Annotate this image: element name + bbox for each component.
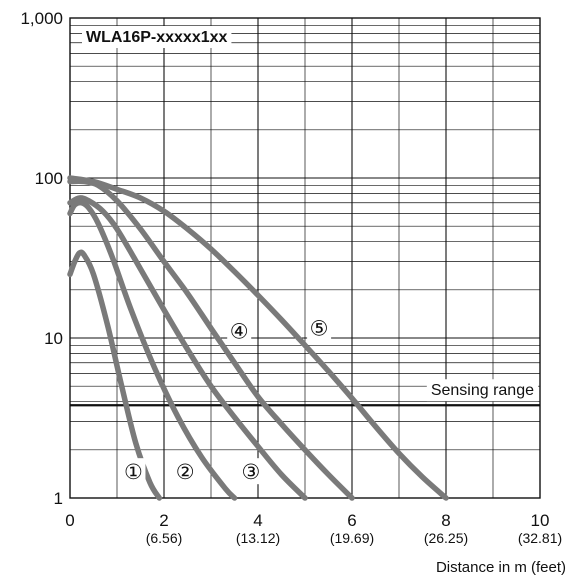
series-line-1 — [67, 249, 163, 501]
x-tick-label: 0 — [65, 511, 74, 530]
y-axis-ticks: 1 10 100 1,000 — [20, 9, 63, 508]
series-label-bg — [307, 314, 332, 341]
y-tick-label: 10 — [44, 329, 63, 348]
series-label-bg — [173, 458, 198, 485]
series-label-3: ③ — [242, 461, 261, 484]
series-label-bg — [121, 458, 146, 485]
grid — [70, 18, 540, 498]
y-tick-label: 1 — [54, 489, 63, 508]
curves: ① ② ③ ④ ⑤ — [67, 175, 449, 501]
series-line-5 — [67, 175, 449, 501]
series-label-1: ① — [124, 461, 143, 484]
series-line-4 — [67, 178, 355, 501]
x-tick-sublabel: (13.12) — [236, 530, 280, 546]
series-line-2 — [67, 199, 238, 501]
series-label-bg — [227, 317, 252, 344]
inset-title-box: WLA16P-xxxxx1xx — [82, 26, 232, 48]
x-axis-title: Distance in m (feet) — [436, 559, 566, 576]
x-tick-sublabel: (6.56) — [146, 530, 183, 546]
x-tick-label: 2 — [159, 511, 168, 530]
x-tick-label: 10 — [531, 511, 550, 530]
chart-title: WLA16P-xxxxx1xx — [86, 29, 228, 46]
y-tick-label: 1,000 — [20, 9, 63, 28]
series-label-4: ④ — [230, 320, 249, 343]
x-tick-sublabel: (32.81) — [518, 530, 562, 546]
series-label-2: ② — [176, 461, 195, 484]
series-label-bg — [238, 458, 263, 485]
x-tick-sublabel: (19.69) — [330, 530, 374, 546]
x-tick-label: 4 — [253, 511, 262, 530]
series-line-3 — [67, 195, 308, 501]
x-axis-ticks: 0 2(6.56) 4(13.12) 6(19.69) 8(26.25) 10(32.81… — [65, 511, 562, 546]
sensing-range-label: Sensing range — [431, 382, 534, 399]
y-tick-label: 100 — [35, 169, 63, 188]
x-tick-label: 6 — [347, 511, 356, 530]
sensing-range-label-box: Sensing range — [426, 379, 538, 402]
x-tick-label: 8 — [441, 511, 450, 530]
x-tick-sublabel: (26.25) — [424, 530, 468, 546]
series-label-5: ⑤ — [310, 317, 329, 340]
